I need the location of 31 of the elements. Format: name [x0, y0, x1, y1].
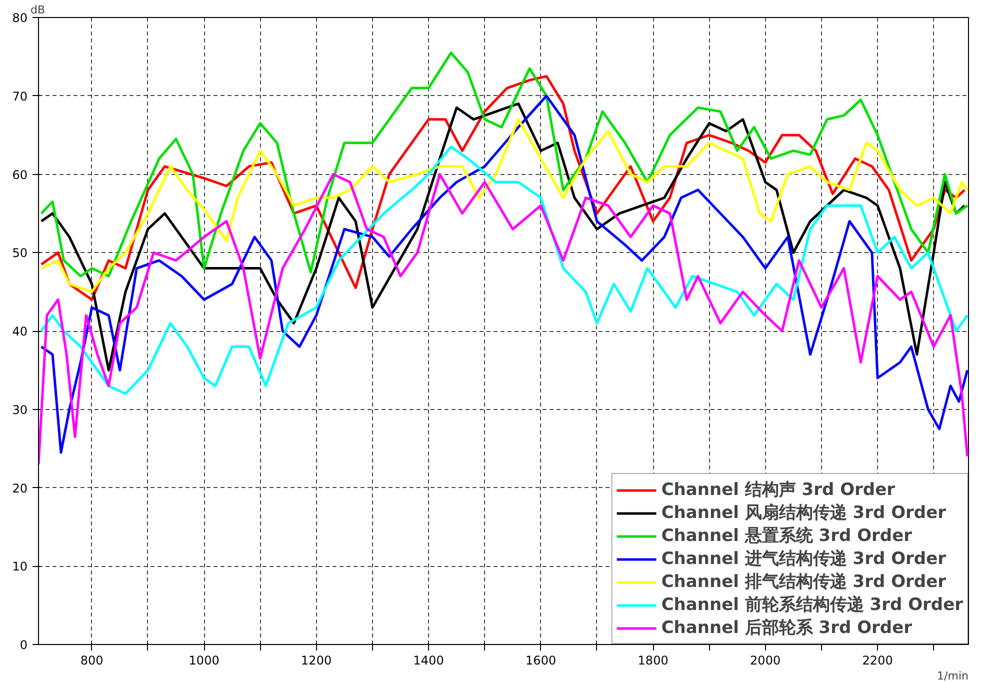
legend-label: Channel 结构声 3rd Order — [661, 479, 895, 501]
legend-label: Channel 排气结构传递 3rd Order — [661, 571, 946, 593]
legend-label: Channel 前轮系结构传递 3rd Order — [661, 594, 963, 616]
y-tick-label: 60 — [12, 168, 28, 182]
line-series — [40, 146, 968, 395]
line-series — [40, 118, 968, 294]
legend-label: Channel 后部轮系 3rd Order — [661, 617, 912, 639]
legend-label: Channel 进气结构传递 3rd Order — [661, 548, 946, 570]
y-tick-label: 0 — [20, 638, 28, 652]
x-tick-label: 1600 — [526, 654, 556, 668]
y-tick-label: 70 — [12, 89, 28, 104]
x-tick-label: 1200 — [301, 654, 332, 668]
x-tick-label: 1400 — [413, 654, 444, 668]
x-tick-label: 2000 — [750, 654, 781, 668]
line-series — [40, 94, 968, 454]
y-tick-label: 80 — [12, 11, 28, 25]
y-tick-label: 30 — [12, 402, 28, 417]
x-tick-label: 1800 — [638, 654, 668, 668]
y-tick-label: 50 — [12, 246, 28, 260]
x-tick-label: 800 — [80, 654, 104, 668]
y-tick-label: 10 — [12, 560, 28, 574]
y-tick-label: 40 — [12, 324, 28, 338]
y-tick-label: 20 — [12, 481, 28, 496]
x-axis-title: 1/min — [937, 670, 969, 682]
x-tick-label: 2200 — [862, 654, 893, 668]
line-series — [40, 52, 968, 278]
x-tick-label: 1000 — [188, 654, 220, 668]
legend-label: Channel 风扇结构传递 3rd Order — [661, 502, 946, 524]
y-axis-title: dB — [30, 4, 46, 16]
line-series — [38, 173, 968, 466]
legend-label: Channel 悬置系统 3rd Order — [661, 525, 912, 547]
